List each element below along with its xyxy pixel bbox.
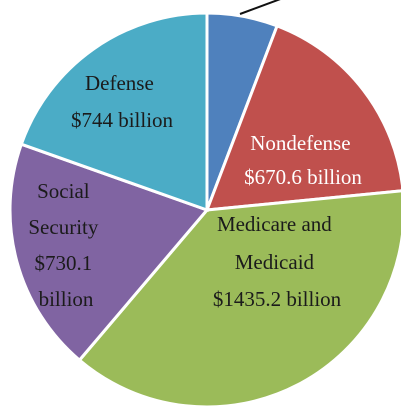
slice-label-medicare-medicaid: Medicare and Medicaid $1435.2 billion bbox=[213, 212, 342, 311]
nondefense-label-line-2: $670.6 billion bbox=[244, 165, 362, 189]
medicare-label-line-2: Medicaid bbox=[235, 250, 315, 274]
social-security-label-line-4: billion bbox=[39, 287, 94, 311]
pie-slices bbox=[8, 11, 401, 409]
defense-label-line-1: Defense bbox=[85, 71, 154, 95]
slice-label-social-security: Social Security $730.1 billion bbox=[28, 179, 103, 311]
slice-label-defense: Defense $744 billion bbox=[71, 71, 174, 132]
leader-line bbox=[239, 0, 281, 15]
nondefense-label-line-1: Nondefense bbox=[250, 131, 350, 155]
social-security-label-line-3: $730.1 bbox=[35, 251, 93, 275]
slice-label-nondefense: Nondefense $670.6 billion bbox=[244, 131, 362, 189]
pie-slice-nondefense bbox=[204, 23, 401, 212]
social-security-label-line-1: Social bbox=[37, 179, 90, 203]
medicare-label-line-3: $1435.2 billion bbox=[213, 287, 342, 311]
pie-slice-medicare-and-medicaid bbox=[77, 189, 401, 409]
social-security-label-line-2: Security bbox=[28, 215, 98, 239]
pie-slice-social-security bbox=[8, 142, 210, 363]
medicare-label-line-1: Medicare and bbox=[217, 212, 332, 236]
pie-slice-defense bbox=[19, 11, 209, 213]
defense-label-line-2: $744 billion bbox=[71, 108, 174, 132]
